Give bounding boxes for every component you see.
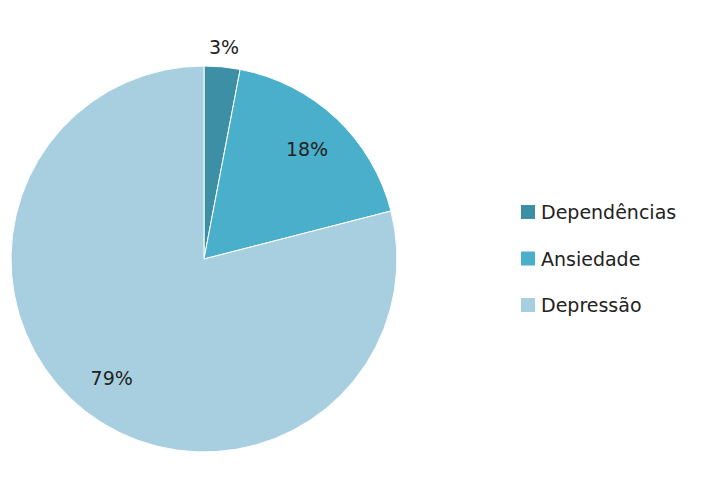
legend: Dependências Ansiedade Depressão (521, 201, 676, 316)
pie: 3% 18% 79% (11, 36, 397, 452)
legend-swatch (521, 205, 535, 219)
legend-label: Dependências (541, 201, 676, 223)
pie-slice (11, 66, 397, 452)
data-label: 18% (286, 138, 328, 160)
legend-item: Depressão (521, 294, 642, 316)
legend-swatch (521, 252, 535, 266)
legend-label: Ansiedade (541, 248, 640, 270)
legend-item: Dependências (521, 201, 676, 223)
chart: 3% 18% 79% Dependências Ansiedade Depressão (0, 0, 725, 483)
data-label: 79% (91, 367, 133, 389)
legend-swatch (521, 298, 535, 312)
legend-item: Ansiedade (521, 248, 640, 270)
legend-label: Depressão (541, 294, 642, 316)
data-label: 3% (209, 36, 239, 58)
